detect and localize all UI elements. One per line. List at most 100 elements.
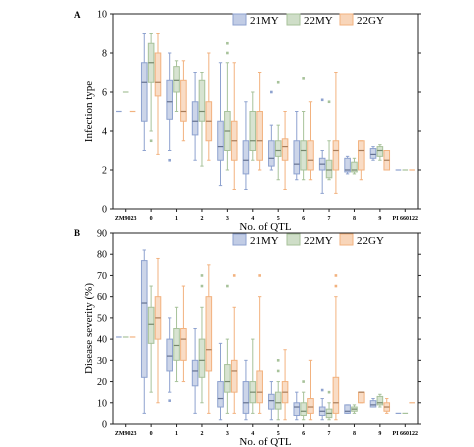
panel-a bbox=[110, 13, 421, 212]
y-tick-label: 0 bbox=[102, 420, 107, 431]
box bbox=[191, 359, 199, 387]
x-tick-label: 5 bbox=[277, 431, 280, 437]
box bbox=[300, 140, 307, 171]
box bbox=[180, 79, 187, 122]
box bbox=[198, 338, 206, 378]
box bbox=[344, 404, 351, 414]
x-tick-label: 5 bbox=[277, 216, 280, 222]
outlier-point bbox=[334, 274, 338, 277]
y-tick-label: 30 bbox=[97, 356, 107, 367]
panel-b bbox=[110, 232, 421, 427]
box bbox=[205, 296, 213, 372]
box bbox=[325, 159, 333, 179]
legend-label: 22GY bbox=[357, 235, 384, 247]
plot-frame bbox=[112, 232, 419, 425]
box bbox=[358, 391, 365, 404]
x-tick-label: 7 bbox=[328, 216, 331, 222]
x-tick-label: 0 bbox=[150, 431, 153, 437]
x-tick-label: 9 bbox=[378, 216, 381, 222]
y-axis-label: Infection type bbox=[83, 81, 95, 143]
x-tick-label: 4 bbox=[251, 431, 254, 437]
outlier-point bbox=[258, 274, 261, 277]
box bbox=[217, 120, 224, 161]
outlier-point bbox=[226, 51, 229, 55]
y-tick-label: 10 bbox=[97, 10, 107, 21]
legend-swatch bbox=[286, 13, 301, 26]
y-tick-label: 6 bbox=[102, 88, 107, 99]
box bbox=[358, 140, 365, 171]
box bbox=[268, 393, 275, 410]
y-tick-label: 20 bbox=[97, 377, 107, 388]
outlier-point bbox=[168, 158, 171, 162]
y-tick-label: 0 bbox=[102, 205, 107, 216]
y-tick-label: 10 bbox=[97, 398, 107, 409]
box bbox=[256, 370, 263, 404]
outlier-point bbox=[200, 284, 204, 288]
y-tick-label: 50 bbox=[97, 313, 107, 324]
x-tick-label: 3 bbox=[226, 216, 229, 222]
box bbox=[344, 157, 351, 173]
outlier-point bbox=[276, 369, 280, 373]
outlier-point bbox=[276, 359, 280, 362]
legend-label: 22MY bbox=[304, 15, 333, 27]
box bbox=[256, 111, 263, 161]
x-tick-label: 1 bbox=[175, 216, 178, 222]
x-tick-label: 2 bbox=[200, 216, 203, 222]
box bbox=[166, 79, 173, 120]
box bbox=[281, 138, 289, 161]
box bbox=[369, 400, 377, 408]
legend-swatch bbox=[286, 233, 301, 246]
x-tick-label: 6 bbox=[302, 431, 305, 437]
x-tick-label: 7 bbox=[328, 431, 331, 437]
x-tick-label: ZM9023 bbox=[115, 216, 137, 222]
box bbox=[242, 140, 250, 175]
box bbox=[369, 148, 377, 159]
box bbox=[274, 391, 282, 410]
outlier-point bbox=[149, 139, 153, 143]
legend-swatch bbox=[232, 233, 247, 246]
y-tick-label: 90 bbox=[97, 229, 107, 240]
box bbox=[173, 66, 180, 93]
legend-label: 21MY bbox=[250, 15, 279, 27]
legend-label: 21MY bbox=[250, 235, 279, 247]
legend-label: 22MY bbox=[304, 235, 333, 247]
y-tick-label: 60 bbox=[97, 292, 107, 303]
outlier-point bbox=[302, 380, 305, 383]
box bbox=[274, 140, 282, 157]
box bbox=[140, 62, 148, 122]
box bbox=[249, 111, 257, 151]
outlier-point bbox=[226, 284, 229, 288]
box bbox=[166, 338, 173, 372]
box bbox=[217, 381, 224, 408]
y-tick-label: 4 bbox=[102, 127, 107, 138]
y-tick-label: 70 bbox=[97, 271, 107, 282]
y-tick-label: 8 bbox=[102, 49, 107, 60]
plot-frame bbox=[112, 13, 419, 210]
legend-label: 22GY bbox=[357, 15, 384, 27]
outlier-point bbox=[200, 274, 204, 277]
box bbox=[293, 402, 301, 417]
box bbox=[351, 161, 358, 173]
box bbox=[268, 140, 275, 167]
y-tick-label: 80 bbox=[97, 250, 107, 261]
box bbox=[224, 364, 231, 393]
box bbox=[147, 306, 155, 344]
box bbox=[307, 398, 314, 414]
panel-label: B bbox=[74, 228, 80, 238]
box bbox=[198, 79, 206, 122]
x-axis-label: No. of QTL bbox=[239, 221, 292, 233]
y-axis-label: Disease severity (%) bbox=[83, 283, 95, 374]
box bbox=[173, 328, 180, 361]
x-tick-label: 4 bbox=[251, 216, 254, 222]
box bbox=[332, 140, 340, 171]
box bbox=[376, 395, 384, 406]
box bbox=[154, 52, 162, 97]
box bbox=[242, 381, 250, 414]
outlier-point bbox=[320, 98, 324, 102]
outlier-point bbox=[270, 90, 273, 94]
x-tick-label: 9 bbox=[378, 431, 381, 437]
x-tick-label: 8 bbox=[353, 431, 356, 437]
x-tick-label: PI 660122 bbox=[393, 431, 419, 437]
box bbox=[307, 140, 314, 171]
outlier-point bbox=[168, 399, 171, 402]
